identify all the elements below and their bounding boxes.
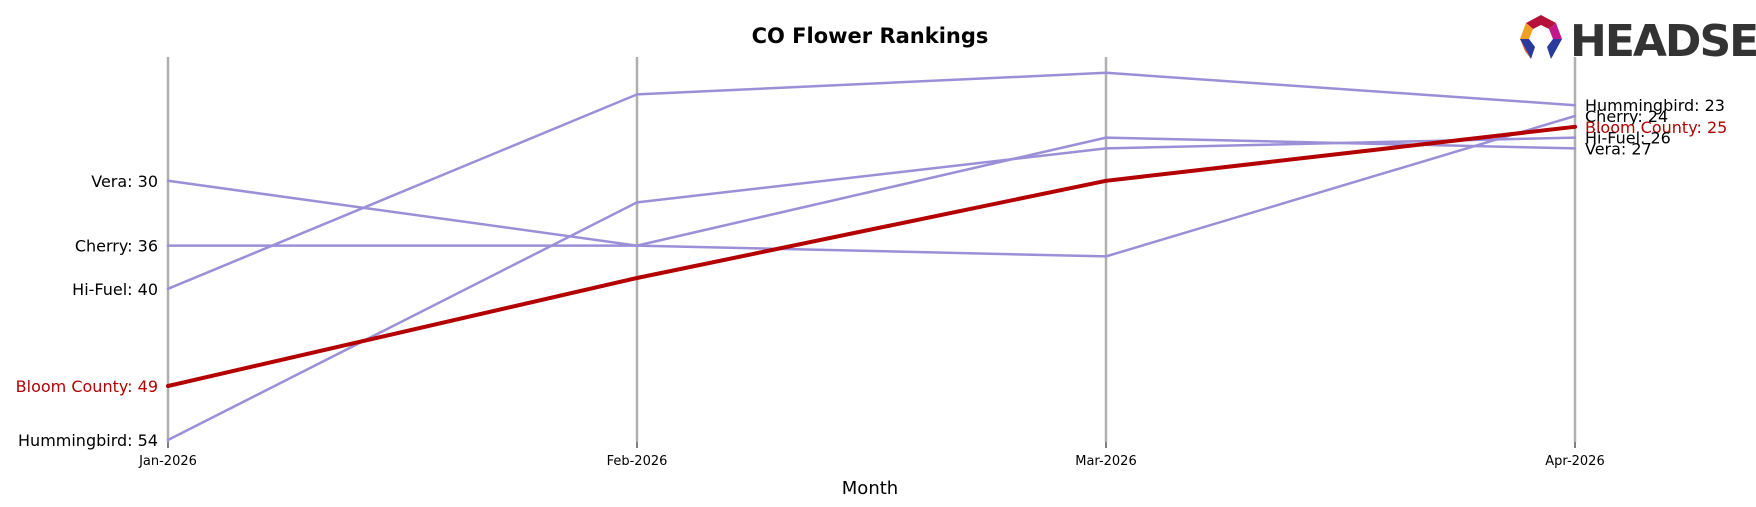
x-tick-label: Mar-2026: [1075, 454, 1136, 469]
start-label: Bloom County: 49: [16, 377, 158, 396]
end-label: Hi-Fuel: 26: [1585, 129, 1671, 148]
end-label: Bloom County: 25: [1585, 118, 1727, 137]
series-line: [166, 71, 1577, 291]
series-line: [166, 136, 1577, 442]
start-label: Vera: 30: [91, 172, 158, 191]
start-label: Hi-Fuel: 40: [72, 280, 158, 299]
x-tick-label: Apr-2026: [1545, 454, 1604, 469]
headset-logo-text: HEADSET: [1570, 16, 1756, 67]
x-tick-label: Feb-2026: [607, 454, 668, 469]
chart-title: CO Flower Rankings: [752, 24, 989, 48]
end-label: Hummingbird: 23: [1585, 96, 1725, 115]
start-labels: Vera: 30 Cherry: 36 Hi-Fuel: 40 Bloom Count…: [16, 172, 158, 450]
month-axes: Jan-2026 Feb-2026 Mar-2026 Apr-2026: [138, 57, 1605, 469]
x-tick-label: Jan-2026: [138, 454, 197, 469]
series-lines: [166, 71, 1577, 442]
end-label: Vera: 27: [1585, 139, 1652, 158]
series-line: [166, 114, 1577, 258]
x-axis-label: Month: [842, 478, 898, 499]
headset-logo-mark: [1520, 15, 1562, 59]
series-line: [166, 124, 1577, 388]
start-label: Hummingbird: 54: [18, 431, 158, 450]
headset-logo: HEADSET: [1520, 15, 1756, 67]
start-label: Cherry: 36: [75, 237, 158, 256]
end-label: Cherry: 24: [1585, 107, 1668, 126]
